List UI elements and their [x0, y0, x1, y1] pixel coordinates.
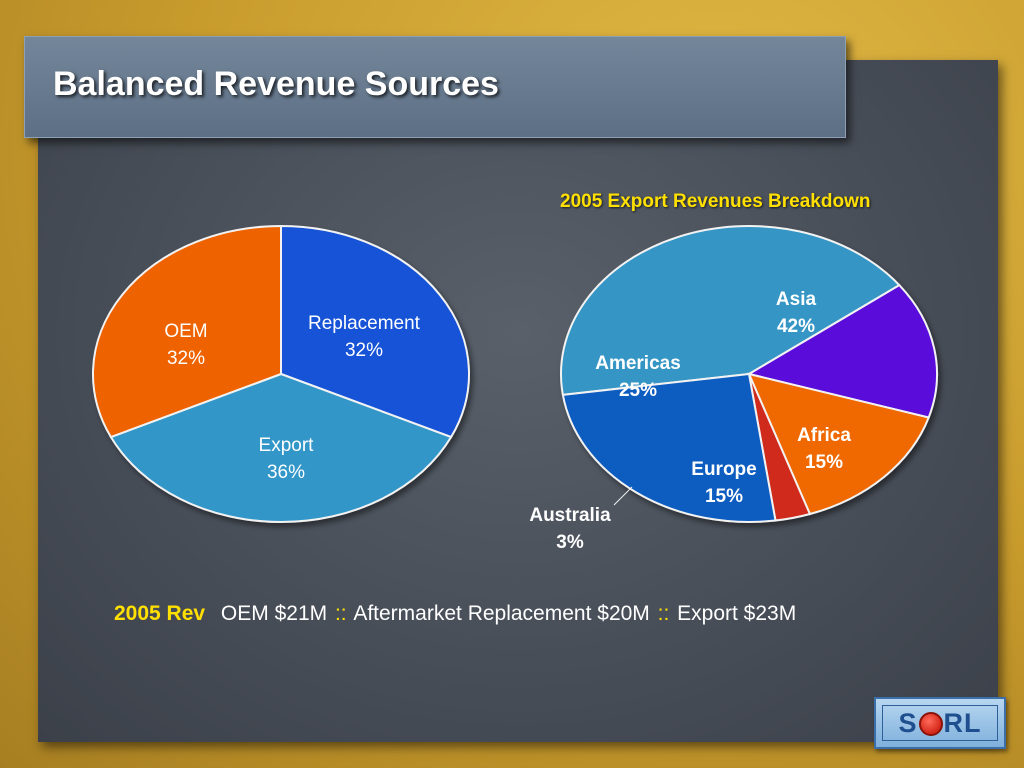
slice-value-replacement: 32%: [345, 340, 383, 361]
slice-label-australia: Australia: [529, 505, 611, 526]
australia-leader-line: [613, 486, 633, 506]
slice-label-export: Export: [259, 435, 315, 456]
slice-label-replacement: Replacement: [308, 313, 421, 334]
slice-value-australia: 3%: [556, 532, 584, 553]
slice-label-asia: Asia: [776, 289, 817, 310]
slice-value-export: 36%: [267, 462, 305, 483]
revenue-sources-pie: [92, 224, 470, 523]
pie-slice-americas: [561, 372, 777, 523]
slice-value-americas: 25%: [619, 380, 657, 401]
slice-label-europe: Europe: [691, 459, 756, 480]
export-breakdown-pie: [560, 225, 938, 523]
logo-text-s: S: [898, 707, 918, 738]
revenue-export: Export $23M: [677, 602, 797, 625]
revenue-oem: OEM $21M: [220, 602, 328, 625]
sorl-logo: S RL: [874, 697, 1006, 749]
revenue-sources-pie-labels: Replacement 32% Export 36% OEM 32%: [164, 313, 420, 483]
slide-title: Balanced Revenue Sources: [53, 65, 499, 103]
slice-value-africa: 15%: [805, 452, 843, 473]
revenue-separator: ::: [657, 602, 670, 625]
pie-slice-europe: [747, 372, 931, 516]
title-bar: Balanced Revenue Sources: [24, 36, 846, 138]
export-breakdown-pie-labels: Asia 42% Africa 15% Europe 15% Australia 3% Amer…: [529, 289, 851, 553]
revenue-summary-label: 2005 Rev: [114, 602, 206, 625]
slice-label-africa: Africa: [797, 425, 851, 446]
slice-value-europe: 15%: [705, 486, 743, 507]
logo-frame: S RL: [882, 705, 998, 741]
revenue-replacement: Aftermarket Replacement $20M: [353, 602, 650, 625]
slice-label-oem: OEM: [164, 321, 207, 342]
revenue-summary: 2005 Rev OEM $21M :: Aftermarket Replace…: [114, 602, 796, 626]
logo-text-rl: RL: [943, 707, 982, 738]
globe-icon: [918, 712, 943, 736]
revenue-separator: ::: [334, 602, 347, 625]
export-chart-title: 2005 Export Revenues Breakdown: [560, 191, 871, 212]
pie-slice-asia: [560, 225, 901, 396]
pie-slice-export: [109, 372, 453, 523]
pie-slice-oem: [92, 224, 282, 439]
slice-value-oem: 32%: [167, 348, 205, 369]
slice-value-asia: 42%: [777, 316, 815, 337]
pie-slice-replacement: [280, 224, 470, 439]
slice-label-americas: Americas: [595, 353, 681, 374]
